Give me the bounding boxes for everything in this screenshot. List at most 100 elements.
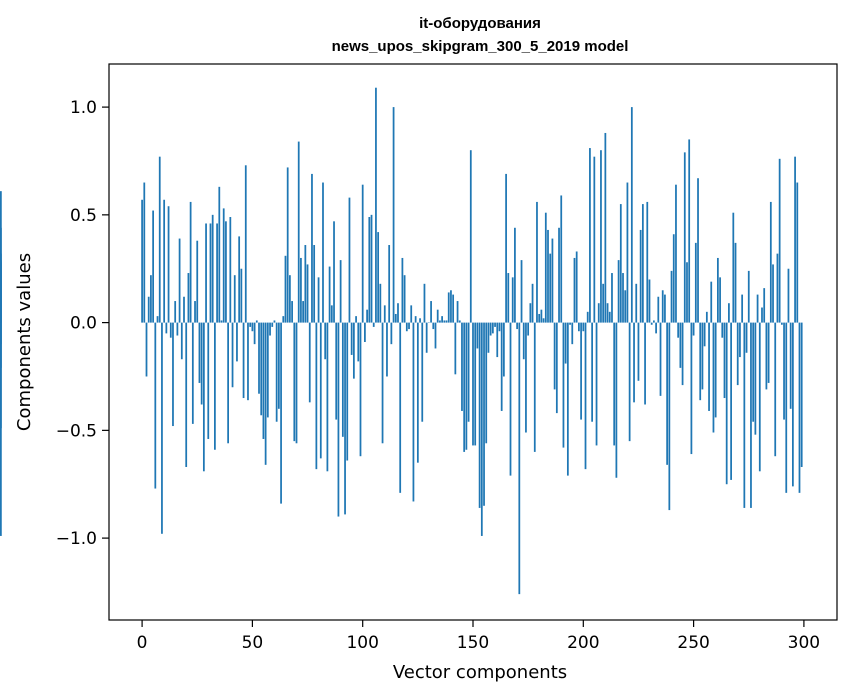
bar-154 [480,322,483,536]
x-tick-label: 300 [788,633,820,653]
bar-290 [780,322,783,325]
bar-266 [728,303,730,323]
bar-32 [211,214,214,323]
bar-170 [516,322,518,330]
bar-6 [154,322,157,489]
bar-222 [630,107,633,323]
bar-151 [474,322,477,446]
bar-255 [703,322,706,347]
bar-254 [701,322,704,390]
bar-148 [467,322,470,422]
bar-16 [176,322,179,336]
y-tick-label: 0.5 [70,206,97,226]
bar-22 [189,201,192,323]
bar-undefined [0,322,2,536]
bar-71 [297,141,300,323]
bar-65 [284,255,287,323]
bar-127 [421,322,424,422]
bar-13 [169,322,172,338]
bar-125 [416,322,419,463]
bar-141 [452,294,455,323]
bar-238 [666,322,669,465]
bar-294 [789,322,792,409]
bar-210 [604,132,607,323]
bar-140 [450,290,452,323]
bar-120 [405,322,408,332]
bar-156 [485,322,488,444]
bar-30 [207,322,210,439]
bar-35 [218,186,221,323]
bar-257 [708,322,710,411]
bar-161 [496,322,499,358]
bar-81 [319,322,322,459]
bar-271 [739,322,741,358]
bar-214 [613,322,616,446]
bar-undefined [0,322,2,345]
bar-269 [734,242,737,323]
bar-251 [694,242,697,323]
bars-group [0,87,803,595]
bar-34 [216,223,218,323]
bar-261 [716,257,719,323]
bar-1 [143,182,146,323]
bar-146 [463,322,466,452]
bar-227 [641,204,644,323]
bar-212 [608,311,611,323]
bar-172 [520,260,523,323]
bar-174 [525,322,527,433]
bar-184 [547,229,549,323]
bar-0 [141,199,143,323]
bar-126 [419,318,421,323]
bar-18 [180,322,183,360]
bar-113 [390,322,393,345]
bar-260 [714,322,717,418]
bar-33 [214,322,216,450]
bar-96 [352,322,355,379]
bar-138 [445,320,448,323]
x-axis: 0 50 100 150 200 250 300 [137,620,820,653]
bar-289 [778,158,781,323]
chart-subtitle: news_upos_skipgram_300_5_2019 model [332,38,629,55]
bar-239 [668,322,671,511]
bar-122 [410,305,413,323]
bar-215 [615,322,618,478]
bar-287 [774,322,777,457]
bar-119 [403,275,406,323]
bar-205 [593,156,596,323]
bar-106 [375,87,377,323]
bar-15 [174,301,177,323]
bar-87 [333,221,335,323]
bar-62 [277,322,280,409]
bar-93 [346,322,349,461]
bar-273 [743,322,746,508]
bar-20 [185,322,188,467]
bar-44 [238,236,241,323]
bar-152 [476,322,479,349]
bar-92 [344,322,346,515]
bar-201 [584,322,587,470]
x-tick-label: 250 [677,633,709,653]
bar-110 [383,305,386,323]
bar-192 [564,322,567,364]
bar-48 [247,322,249,401]
bar-137 [443,320,446,323]
bar-36 [220,320,223,323]
bar-39 [227,322,229,444]
bar-162 [498,322,501,332]
bar-232 [653,320,655,323]
bar-97 [355,316,357,323]
bar-85 [328,266,331,323]
bar-54 [260,322,263,416]
bar-225 [637,322,640,381]
bar-197 [575,251,578,323]
bar-185 [549,253,552,323]
bar-102 [366,309,368,323]
bar-27 [200,322,203,405]
bar-69 [293,322,296,442]
bar-143 [456,301,459,323]
bar-12 [167,206,170,323]
bar-94 [348,197,351,323]
bar-61 [275,322,278,422]
bar-249 [690,322,693,455]
bar-267 [730,322,732,480]
